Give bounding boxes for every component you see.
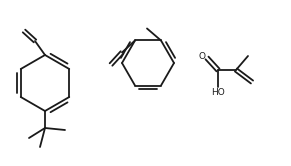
Text: HO: HO bbox=[211, 87, 225, 96]
Text: O: O bbox=[198, 51, 205, 60]
